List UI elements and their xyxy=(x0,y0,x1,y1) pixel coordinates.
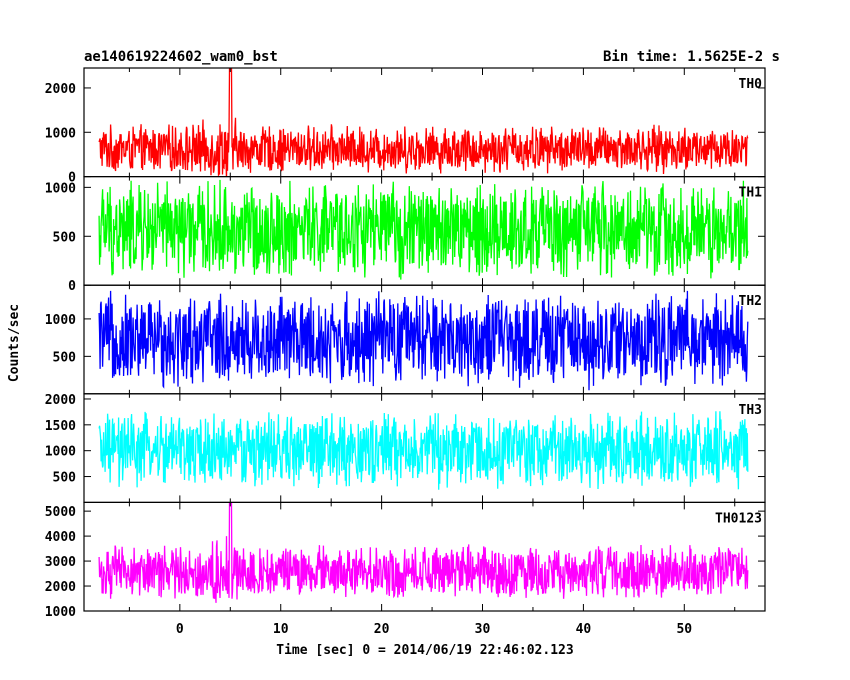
y-tick-label: 1000 xyxy=(45,313,76,328)
x-tick-label: 40 xyxy=(576,622,592,637)
y-tick-label: 0 xyxy=(68,171,76,186)
y-tick-label: 1000 xyxy=(45,605,76,620)
y-tick-label: 1500 xyxy=(45,419,76,434)
series-line-th2 xyxy=(98,290,749,391)
panel-th2: 500 1000 TH2 xyxy=(45,284,766,395)
x-tick-label: 30 xyxy=(475,622,491,637)
y-tick-label: 1000 xyxy=(45,181,76,196)
y-tick-label: 1000 xyxy=(45,445,76,460)
y-tick-label: 500 xyxy=(53,350,77,365)
y-tick-label: 2000 xyxy=(45,393,76,408)
x-tick-label: 0 xyxy=(176,622,184,637)
series-line-th3 xyxy=(98,411,749,490)
panel-label-th0: TH0 xyxy=(739,77,763,92)
panel-th0123: 1000 2000 3000 4000 5000 TH0123 xyxy=(45,501,766,620)
y-tick-label: 2000 xyxy=(45,82,76,97)
panel-label-th0123: TH0123 xyxy=(715,511,762,526)
panel-label-th1: TH1 xyxy=(739,186,763,201)
y-axis-label: Counts/sec xyxy=(7,304,22,382)
panel-th3: 500 1000 1500 2000 TH3 xyxy=(45,393,766,503)
y-tick-label: 0 xyxy=(68,279,76,294)
panel-label-th3: TH3 xyxy=(739,403,762,418)
y-tick-label: 1000 xyxy=(45,126,76,141)
series-line-th1 xyxy=(98,179,749,280)
x-axis-label: Time [sec] 0 = 2014/06/19 22:46:02.123 xyxy=(276,643,573,658)
bin-time-label: Bin time: 1.5625E-2 s xyxy=(603,49,780,65)
series-line-th0123 xyxy=(98,502,749,603)
panel-label-th2: TH2 xyxy=(739,294,762,309)
panel-th1: 0 500 1000 TH1 xyxy=(45,176,766,294)
x-tick-label: 10 xyxy=(273,622,289,637)
x-tick-label: 20 xyxy=(374,622,390,637)
panel-th0: 0 1000 2000 TH0 xyxy=(45,67,766,186)
chart-title: ae140619224602_wam0_bst xyxy=(84,49,278,65)
y-tick-label: 2000 xyxy=(45,580,76,595)
y-tick-label: 5000 xyxy=(45,505,76,520)
y-tick-label: 500 xyxy=(53,471,77,486)
y-tick-label: 4000 xyxy=(45,530,76,545)
x-tick-label: 50 xyxy=(676,622,692,637)
y-tick-label: 500 xyxy=(53,230,77,245)
panel-frame xyxy=(83,501,766,612)
y-tick-label: 3000 xyxy=(45,555,76,570)
series-line-th0 xyxy=(98,68,749,177)
